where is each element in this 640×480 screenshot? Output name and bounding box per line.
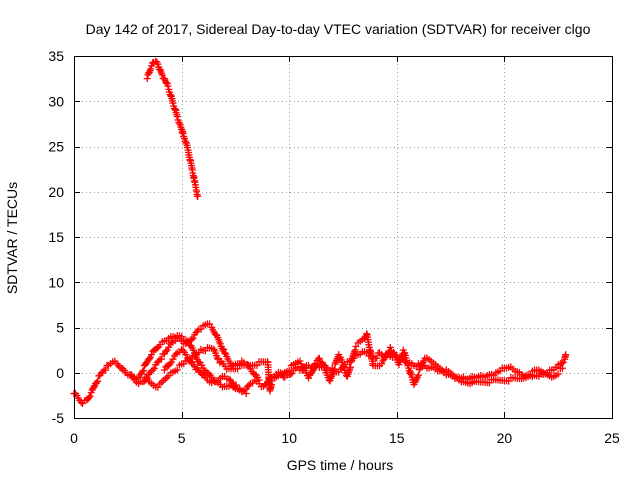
data-point [173,366,181,374]
data-point [221,349,229,357]
data-point [160,75,168,83]
data-points [70,57,570,408]
y-tick-label: 20 [48,184,64,200]
data-point [232,381,240,389]
data-point [156,66,164,74]
y-tick-label: 25 [48,139,64,155]
data-point [172,350,180,358]
data-point [315,354,323,362]
y-axis-label: SDTVAR / TECUs [4,182,20,294]
data-point [94,377,102,385]
x-axis-label: GPS time / hours [287,457,394,473]
data-point [147,351,155,359]
data-point [558,359,566,367]
data-point [102,366,110,374]
data-point [129,373,137,381]
data-point [193,364,201,372]
data-point [93,379,101,387]
data-point [287,370,295,378]
grid-lines [74,56,612,418]
y-tick-label: 30 [48,93,64,109]
x-tick-label: 10 [281,430,297,446]
data-point [526,372,534,380]
data-point [228,378,236,386]
data-point [554,370,562,378]
x-tick-label: 0 [70,430,78,446]
x-tick-label: 15 [389,430,405,446]
data-point [140,377,148,385]
data-point [160,366,168,374]
data-point [90,383,98,391]
y-tick-label: 35 [48,48,64,64]
data-point [562,351,570,359]
data-point [147,62,155,70]
data-point [169,355,177,363]
y-tick-label: 10 [48,274,64,290]
data-point [158,355,166,363]
series-scattered [141,330,567,395]
data-point [386,343,394,351]
data-point [189,334,197,342]
data-point [414,371,422,379]
data-point [164,82,172,90]
data-point [182,351,190,359]
data-point [253,361,261,369]
x-tick-label: 25 [604,430,620,446]
data-point [143,75,151,83]
x-tick-label: 5 [178,430,186,446]
data-point [145,355,153,363]
axis-ticks [74,56,613,419]
series-main-track [70,332,570,408]
data-point [188,336,196,344]
data-point [352,343,360,351]
data-point [162,78,170,86]
series-high-segment [143,57,202,200]
data-point [194,192,202,200]
chart-title: Day 142 of 2017, Sidereal Day-to-day VTE… [86,21,591,37]
data-point [245,381,253,389]
data-point [312,362,320,370]
data-point [400,350,408,358]
y-tick-labels: -5 0 5 10 15 20 25 30 35 [48,48,64,426]
data-point [255,376,263,384]
data-point [559,358,567,366]
y-tick-label: 5 [56,320,64,336]
data-point [213,354,221,362]
data-point [77,399,85,407]
data-point [406,369,414,377]
series-third-track [160,345,250,398]
data-point [330,365,338,373]
data-point [311,363,319,371]
data-point [559,364,567,372]
x-tick-label: 20 [497,430,513,446]
data-point [210,345,218,353]
data-point [140,367,148,375]
data-point [173,113,181,121]
data-point [220,345,228,353]
x-tick-labels: 0 5 10 15 20 25 [70,430,620,446]
y-tick-label: -5 [52,410,65,426]
data-point [373,354,381,362]
data-point [85,394,93,402]
data-point [154,60,162,68]
data-point [165,343,173,351]
data-point [285,366,293,374]
data-point [242,390,250,398]
y-tick-label: 0 [56,365,64,381]
data-point [234,365,242,373]
y-tick-label: 15 [48,229,64,245]
data-point [158,71,166,79]
data-point [150,364,158,372]
data-point [86,392,94,400]
